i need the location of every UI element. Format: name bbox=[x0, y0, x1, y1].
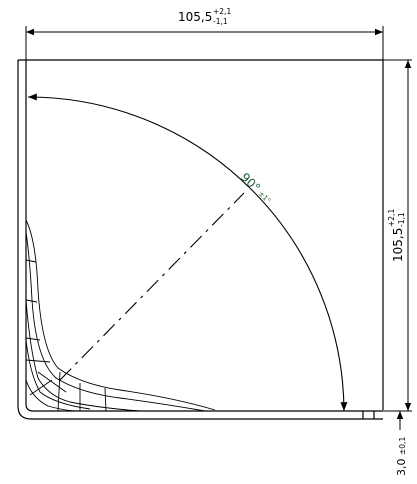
rib-inner-profile bbox=[25, 231, 206, 412]
rib-fillet-line-c bbox=[25, 379, 76, 412]
rib-cross-line-4 bbox=[25, 359, 51, 363]
angle-center-line bbox=[59, 192, 245, 381]
top-dimension-value: 105,5 bbox=[178, 10, 212, 24]
rib-cross-line-1 bbox=[25, 259, 37, 263]
angle-dimension-arc bbox=[27, 93, 348, 412]
rib-cross-line-7 bbox=[104, 387, 107, 412]
rib-cross-line-8 bbox=[37, 371, 67, 393]
rib-cross-line-5 bbox=[57, 371, 61, 412]
rib-fillet-line-b bbox=[25, 339, 91, 410]
rib-cross-line-9 bbox=[29, 379, 53, 396]
angle-value: 90° bbox=[238, 170, 263, 195]
angle-tolerance: ±1° bbox=[257, 190, 273, 205]
thickness-value: 3,0 bbox=[395, 459, 408, 477]
top-dimension-tol-lower: -1,1 bbox=[213, 17, 228, 26]
outer-frame bbox=[17, 59, 384, 420]
thickness-tolerance: ±0,1 bbox=[398, 437, 407, 455]
corner-rib-mesh bbox=[25, 219, 216, 412]
top-dimension bbox=[25, 26, 384, 60]
frame-bottom-outer-line bbox=[17, 405, 383, 420]
rib-outer-profile bbox=[25, 219, 216, 411]
right-dimension-tol-upper: +2,1 bbox=[387, 209, 396, 227]
rib-cross-line-3 bbox=[25, 337, 41, 341]
right-dimension-tol-lower: -1,1 bbox=[397, 212, 406, 227]
rib-fillet-line-a bbox=[25, 299, 141, 412]
rib-cross-line-2 bbox=[25, 299, 38, 303]
top-dimension-tol-upper: +2,1 bbox=[213, 7, 231, 16]
angle-dimension bbox=[27, 93, 348, 412]
right-dimension-value: 105,5 bbox=[391, 228, 405, 262]
